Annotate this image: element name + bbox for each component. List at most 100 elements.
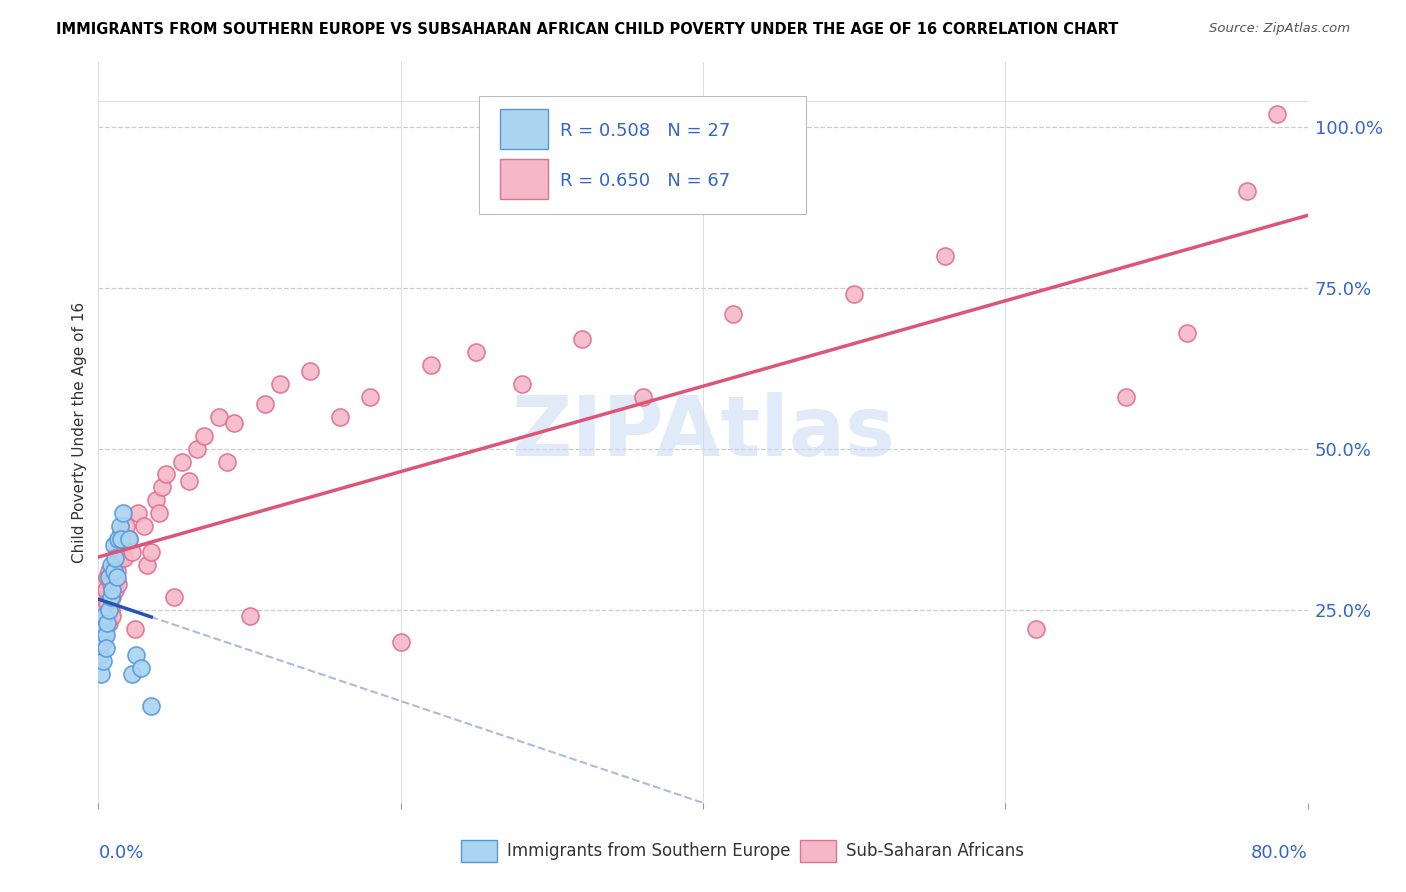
Point bbox=[239, 609, 262, 624]
Point bbox=[108, 519, 131, 533]
Point bbox=[107, 577, 129, 591]
Point bbox=[98, 570, 121, 584]
Point bbox=[420, 358, 443, 372]
Point bbox=[631, 390, 654, 404]
Point bbox=[1267, 107, 1289, 121]
Point bbox=[844, 287, 866, 301]
Point bbox=[107, 532, 129, 546]
Point bbox=[186, 442, 208, 456]
Point bbox=[93, 609, 115, 624]
Point bbox=[111, 538, 134, 552]
Point bbox=[101, 590, 124, 604]
Point bbox=[96, 596, 118, 610]
Point bbox=[94, 609, 117, 624]
Point bbox=[105, 570, 128, 584]
Point bbox=[121, 667, 143, 681]
Point bbox=[510, 377, 533, 392]
Point bbox=[101, 609, 124, 624]
Point bbox=[360, 390, 382, 404]
Point bbox=[723, 306, 745, 320]
Point bbox=[94, 583, 117, 598]
Point bbox=[103, 558, 125, 572]
Point bbox=[163, 590, 186, 604]
Point bbox=[103, 538, 125, 552]
Point bbox=[105, 564, 128, 578]
Point bbox=[155, 467, 177, 482]
Text: Sub-Saharan Africans: Sub-Saharan Africans bbox=[845, 842, 1024, 860]
Point bbox=[114, 519, 136, 533]
Point bbox=[934, 249, 956, 263]
Bar bbox=[501, 159, 548, 200]
Point bbox=[96, 615, 118, 630]
Point bbox=[96, 570, 118, 584]
Point bbox=[118, 532, 141, 546]
Point bbox=[91, 654, 114, 668]
Point bbox=[110, 525, 132, 540]
Point bbox=[148, 506, 170, 520]
Text: Source: ZipAtlas.com: Source: ZipAtlas.com bbox=[1209, 22, 1350, 36]
Point bbox=[1236, 184, 1258, 198]
Point bbox=[98, 615, 121, 630]
Point bbox=[100, 590, 122, 604]
Text: R = 0.650   N = 67: R = 0.650 N = 67 bbox=[561, 171, 731, 189]
Point bbox=[91, 615, 114, 630]
Bar bbox=[800, 840, 837, 862]
Point bbox=[465, 345, 488, 359]
Text: Immigrants from Southern Europe: Immigrants from Southern Europe bbox=[508, 842, 790, 860]
Point bbox=[224, 416, 246, 430]
Point bbox=[112, 551, 135, 566]
Point bbox=[110, 532, 132, 546]
Text: R = 0.508   N = 27: R = 0.508 N = 27 bbox=[561, 121, 731, 139]
Point bbox=[100, 602, 122, 616]
Bar bbox=[461, 840, 498, 862]
Point bbox=[103, 570, 125, 584]
Point bbox=[127, 506, 149, 520]
Point bbox=[299, 364, 322, 378]
Point bbox=[103, 564, 125, 578]
Point bbox=[118, 532, 141, 546]
Point bbox=[91, 590, 114, 604]
Point bbox=[253, 397, 276, 411]
Point bbox=[90, 602, 112, 616]
Point bbox=[125, 648, 148, 662]
Point bbox=[269, 377, 291, 392]
Point bbox=[98, 564, 121, 578]
Text: ZIPAtlas: ZIPAtlas bbox=[510, 392, 896, 473]
Point bbox=[145, 493, 167, 508]
Point bbox=[141, 699, 163, 714]
Point bbox=[208, 409, 231, 424]
Text: 0.0%: 0.0% bbox=[98, 844, 143, 862]
Point bbox=[141, 545, 163, 559]
Point bbox=[91, 635, 114, 649]
Point bbox=[100, 558, 122, 572]
Point bbox=[93, 628, 115, 642]
Point bbox=[111, 506, 134, 520]
Text: IMMIGRANTS FROM SOUTHERN EUROPE VS SUBSAHARAN AFRICAN CHILD POVERTY UNDER THE AG: IMMIGRANTS FROM SOUTHERN EUROPE VS SUBSA… bbox=[56, 22, 1119, 37]
Point bbox=[1115, 390, 1137, 404]
Point bbox=[135, 558, 157, 572]
Point bbox=[93, 577, 115, 591]
Point bbox=[93, 622, 115, 636]
Point bbox=[100, 577, 122, 591]
Point bbox=[89, 648, 111, 662]
Point bbox=[571, 332, 593, 346]
Point bbox=[124, 622, 146, 636]
Point bbox=[1024, 622, 1046, 636]
Point bbox=[94, 628, 117, 642]
Point bbox=[108, 551, 131, 566]
Point bbox=[98, 602, 121, 616]
Point bbox=[94, 641, 117, 656]
Point bbox=[129, 660, 152, 674]
Point bbox=[104, 583, 127, 598]
Point bbox=[89, 635, 111, 649]
Point bbox=[170, 454, 193, 468]
Point bbox=[105, 545, 128, 559]
Point bbox=[150, 480, 173, 494]
Point bbox=[329, 409, 352, 424]
Point bbox=[193, 429, 215, 443]
Point bbox=[1175, 326, 1198, 340]
Point bbox=[101, 583, 124, 598]
Point bbox=[90, 622, 112, 636]
Point bbox=[179, 474, 201, 488]
Text: 80.0%: 80.0% bbox=[1251, 844, 1308, 862]
